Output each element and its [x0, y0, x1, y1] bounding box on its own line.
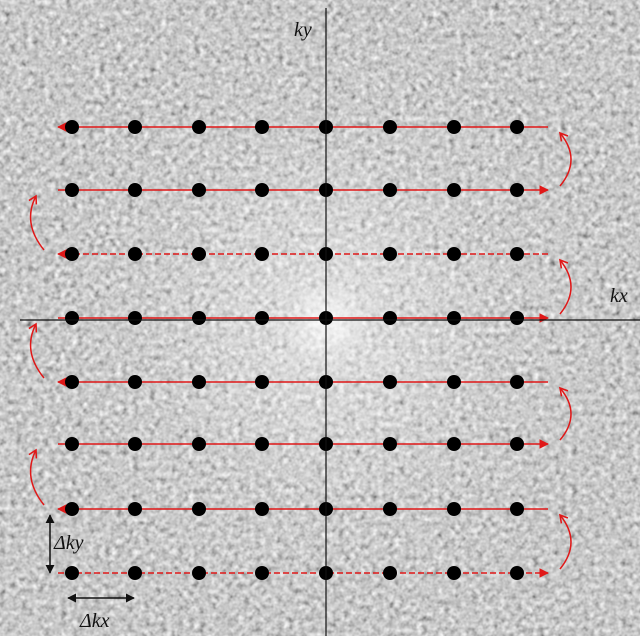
sample-point: [510, 183, 524, 197]
sample-point: [65, 502, 79, 516]
sample-point: [128, 502, 142, 516]
sample-point: [447, 311, 461, 325]
delta-ky-label: Δky: [53, 532, 84, 554]
sample-point: [383, 566, 397, 580]
sample-point: [192, 375, 206, 389]
sample-point: [383, 502, 397, 516]
sample-point: [65, 183, 79, 197]
sample-point: [447, 375, 461, 389]
sample-point: [510, 375, 524, 389]
sample-point: [510, 566, 524, 580]
sample-point: [383, 183, 397, 197]
sample-point: [255, 502, 269, 516]
sample-point: [255, 183, 269, 197]
ky-label: ky: [294, 19, 312, 41]
sample-point: [447, 437, 461, 451]
sample-point: [192, 247, 206, 261]
sample-point: [255, 120, 269, 134]
sample-point: [255, 375, 269, 389]
sample-point: [65, 566, 79, 580]
sample-point: [128, 247, 142, 261]
sample-point: [383, 311, 397, 325]
sample-point: [65, 437, 79, 451]
sample-point: [65, 120, 79, 134]
sample-point: [192, 566, 206, 580]
kx-label: kx: [610, 285, 628, 307]
sample-point: [192, 502, 206, 516]
sample-point: [192, 311, 206, 325]
sample-point: [447, 247, 461, 261]
sample-point: [383, 120, 397, 134]
sample-point: [192, 183, 206, 197]
sample-point: [510, 502, 524, 516]
sample-point: [447, 183, 461, 197]
sample-point: [65, 311, 79, 325]
sample-point: [255, 311, 269, 325]
sample-point: [383, 247, 397, 261]
delta-kx-label: Δkx: [79, 610, 110, 632]
sample-point: [447, 566, 461, 580]
sample-point: [65, 375, 79, 389]
sample-point: [383, 375, 397, 389]
sample-point: [510, 247, 524, 261]
sample-point: [128, 311, 142, 325]
sample-point: [510, 437, 524, 451]
sample-point: [192, 437, 206, 451]
sample-point: [255, 247, 269, 261]
sample-point: [255, 437, 269, 451]
sample-point: [128, 183, 142, 197]
sample-point: [192, 120, 206, 134]
sample-point: [510, 311, 524, 325]
sample-point: [128, 120, 142, 134]
page: ky kx Δky Δkx (() => { const data = JSON…: [0, 0, 640, 636]
k-space-diagram: ky kx Δky Δkx: [0, 0, 640, 636]
sample-point: [447, 120, 461, 134]
sample-point: [65, 247, 79, 261]
sample-point: [447, 502, 461, 516]
sample-point: [510, 120, 524, 134]
sample-point: [128, 375, 142, 389]
sample-point: [383, 437, 397, 451]
sample-point: [128, 566, 142, 580]
sample-point: [128, 437, 142, 451]
sample-point: [255, 566, 269, 580]
